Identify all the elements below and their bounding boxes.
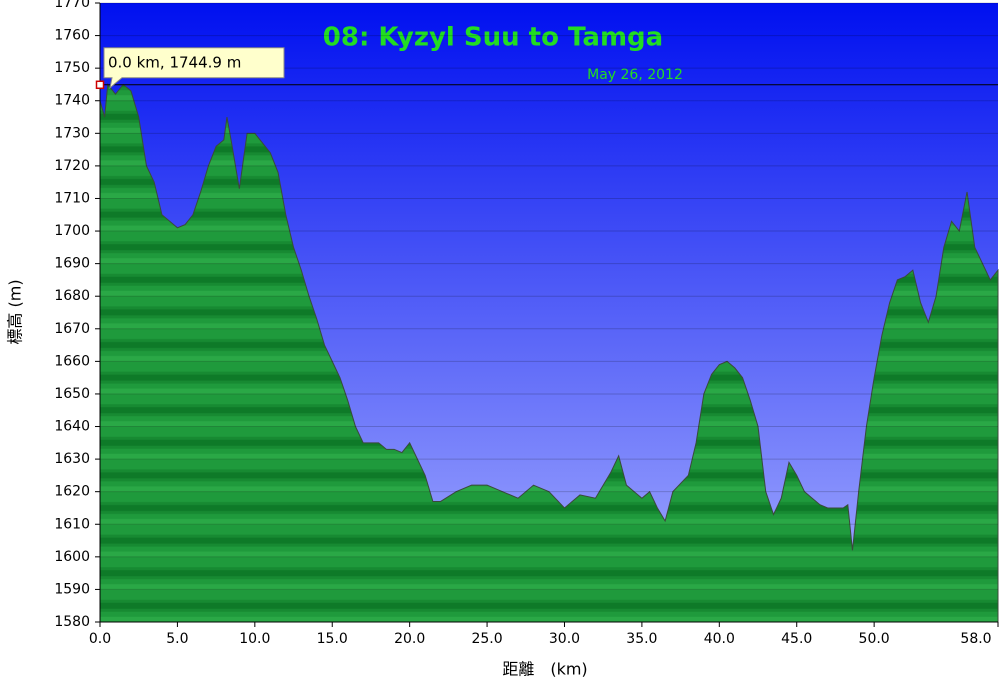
y-tick-label: 1730: [54, 125, 90, 141]
y-tick-label: 1770: [54, 0, 90, 11]
y-tick-label: 1760: [54, 28, 90, 44]
y-tick-label: 1740: [54, 93, 90, 109]
y-tick-label: 1670: [54, 321, 90, 337]
x-tick-label: 35.0: [626, 631, 657, 647]
chart-subtitle: May 26, 2012: [587, 67, 683, 83]
tooltip-box: [103, 47, 285, 90]
x-tick-label: 58.0: [960, 631, 991, 647]
x-tick-label: 0.0: [89, 631, 111, 647]
y-tick-label: 1590: [54, 581, 90, 597]
y-axis-label: 標高 (m): [6, 279, 25, 344]
y-tick-label: 1660: [54, 353, 90, 369]
y-tick-label: 1600: [54, 549, 90, 565]
y-tick-label: 1720: [54, 158, 90, 174]
x-tick-label: 5.0: [166, 631, 188, 647]
x-tick-label: 30.0: [549, 631, 580, 647]
x-tick-label: 50.0: [859, 631, 890, 647]
y-tick-label: 1630: [54, 451, 90, 467]
x-tick-label: 15.0: [317, 631, 348, 647]
y-tick-label: 1750: [54, 60, 90, 76]
chart-title: 08: Kyzyl Suu to Tamga: [323, 23, 663, 53]
y-tick-label: 1710: [54, 190, 90, 206]
crosshair-marker: [95, 80, 105, 90]
y-tick-label: 1700: [54, 223, 90, 239]
x-tick-label: 10.0: [239, 631, 270, 647]
area: [99, 83, 999, 623]
y-tick-label: 1680: [54, 288, 90, 304]
y-tick-label: 1610: [54, 516, 90, 532]
y-tick-label: 1640: [54, 419, 90, 435]
x-axis-label: 距離 (km): [502, 660, 587, 679]
tooltip-text: 0.0 km, 1744.9 m: [108, 53, 241, 71]
y-tick-label: 1580: [54, 614, 90, 630]
x-tick-label: 25.0: [471, 631, 502, 647]
y-tick-label: 1650: [54, 386, 90, 402]
x-tick-label: 45.0: [781, 631, 812, 647]
y-tick-label: 1620: [54, 484, 90, 500]
y-tick-label: 1690: [54, 256, 90, 272]
x-tick-label: 20.0: [394, 631, 425, 647]
x-tick-label: 40.0: [704, 631, 735, 647]
